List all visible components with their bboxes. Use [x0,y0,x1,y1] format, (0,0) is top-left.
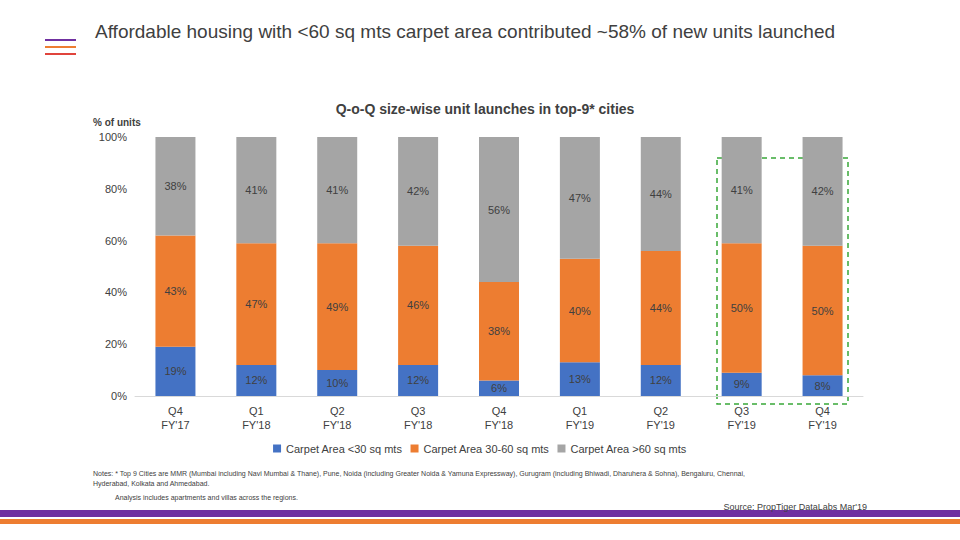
svg-text:FY'18: FY'18 [404,419,432,431]
svg-text:56%: 56% [488,204,510,216]
svg-text:12%: 12% [407,374,429,386]
svg-text:9%: 9% [734,378,750,390]
svg-text:41%: 41% [326,184,348,196]
svg-text:38%: 38% [164,180,186,192]
svg-text:Q4: Q4 [168,405,183,417]
svg-text:10%: 10% [326,377,348,389]
svg-text:FY'18: FY'18 [323,419,351,431]
svg-text:Analysis includes apartments a: Analysis includes apartments and villas … [115,494,298,502]
svg-text:Q4: Q4 [492,405,507,417]
svg-text:60%: 60% [105,235,127,247]
svg-text:Source: PropTiger DataLabs Mar: Source: PropTiger DataLabs Mar'19 [724,502,867,512]
svg-text:FY'17: FY'17 [161,419,189,431]
svg-text:41%: 41% [731,184,753,196]
svg-text:Carpet Area <30 sq mts: Carpet Area <30 sq mts [286,443,402,455]
svg-text:44%: 44% [650,302,672,314]
svg-text:44%: 44% [650,188,672,200]
svg-text:Hyderabad, Kolkata and Ahmedab: Hyderabad, Kolkata and Ahmedabad. [93,480,209,488]
svg-text:80%: 80% [105,183,127,195]
svg-text:47%: 47% [245,298,267,310]
svg-text:6%: 6% [491,382,507,394]
svg-text:40%: 40% [105,286,127,298]
svg-text:38%: 38% [488,325,510,337]
svg-text:Q3: Q3 [411,405,426,417]
svg-text:% of units: % of units [93,117,141,128]
svg-text:Affordable housing with <60 sq: Affordable housing with <60 sq mts carpe… [95,21,835,42]
svg-text:FY'19: FY'19 [808,419,836,431]
svg-text:Q1: Q1 [573,405,588,417]
svg-text:Q1: Q1 [249,405,264,417]
svg-text:Q-o-Q size-wise unit launches: Q-o-Q size-wise unit launches in top-9* … [336,101,635,117]
svg-text:50%: 50% [812,305,834,317]
svg-text:Q2: Q2 [653,405,668,417]
svg-text:8%: 8% [815,380,831,392]
svg-text:FY'18: FY'18 [242,419,270,431]
svg-text:13%: 13% [569,373,591,385]
svg-text:42%: 42% [407,185,429,197]
svg-text:FY'19: FY'19 [727,419,755,431]
svg-text:47%: 47% [569,192,591,204]
svg-text:Notes: * Top 9 Cities are MMR: Notes: * Top 9 Cities are MMR (Mumbai in… [93,470,747,478]
svg-text:Q2: Q2 [330,405,345,417]
svg-text:40%: 40% [569,305,591,317]
svg-text:Q3: Q3 [734,405,749,417]
svg-text:20%: 20% [105,338,127,350]
svg-text:Carpet Area 30-60 sq mts: Carpet Area 30-60 sq mts [424,443,550,455]
svg-text:19%: 19% [164,365,186,377]
svg-text:43%: 43% [164,285,186,297]
svg-text:12%: 12% [650,374,672,386]
svg-text:42%: 42% [812,185,834,197]
svg-text:49%: 49% [326,301,348,313]
svg-text:50%: 50% [731,302,753,314]
svg-text:FY'19: FY'19 [566,419,594,431]
svg-text:12%: 12% [245,374,267,386]
svg-text:Q4: Q4 [815,405,830,417]
svg-text:46%: 46% [407,299,429,311]
svg-text:0%: 0% [111,390,127,402]
svg-text:Carpet Area >60 sq mts: Carpet Area >60 sq mts [570,443,686,455]
svg-text:FY'18: FY'18 [485,419,513,431]
svg-text:FY'19: FY'19 [647,419,675,431]
svg-text:100%: 100% [99,131,127,143]
svg-text:41%: 41% [245,184,267,196]
